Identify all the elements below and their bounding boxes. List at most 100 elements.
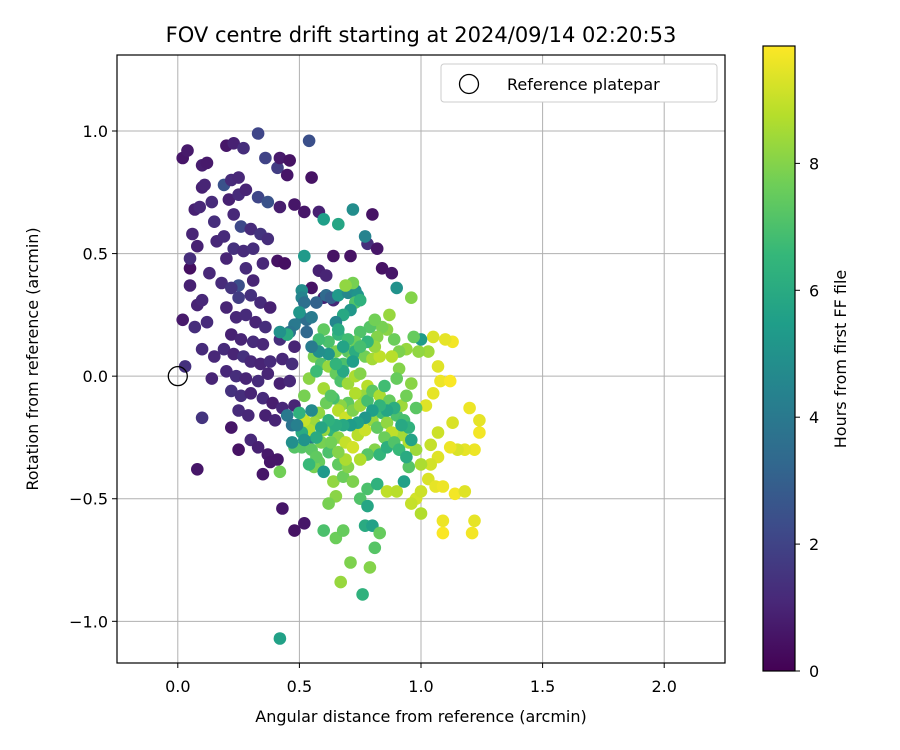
data-point-77 (370, 242, 384, 255)
data-point-9 (193, 200, 206, 214)
data-point-189 (468, 514, 481, 528)
data-point-276 (409, 401, 423, 415)
data-point-117 (273, 377, 287, 390)
data-point-120 (234, 389, 248, 403)
data-point-367 (322, 347, 335, 361)
data-point-47 (239, 183, 253, 197)
data-point-159 (336, 524, 350, 537)
data-point-288 (302, 458, 316, 471)
data-point-354 (332, 323, 345, 336)
data-point-247 (353, 367, 367, 381)
data-point-196 (414, 458, 428, 471)
data-point-29 (195, 411, 209, 425)
data-point-278 (378, 431, 391, 444)
data-point-35 (259, 151, 272, 165)
data-point-108 (254, 357, 267, 371)
data-point-38 (283, 154, 297, 167)
data-point-141 (273, 465, 287, 479)
reference-platepar-point (167, 366, 188, 387)
data-point-169 (356, 588, 369, 601)
data-point-34 (251, 127, 265, 140)
data-point-281 (353, 453, 367, 466)
data-point-304 (378, 379, 391, 393)
data-point-336 (293, 306, 306, 319)
data-point-195 (424, 458, 438, 471)
data-point-23 (176, 313, 189, 327)
data-point-109 (263, 355, 277, 368)
data-point-59 (237, 244, 250, 258)
data-point-32 (227, 137, 240, 150)
data-point-156 (322, 497, 335, 510)
data-point-39 (280, 168, 294, 182)
data-point-186 (436, 514, 450, 528)
data-point-205 (424, 438, 438, 452)
data-point-30 (191, 463, 204, 476)
data-point-76 (366, 208, 379, 221)
data-point-303 (373, 389, 387, 403)
data-point-14 (217, 230, 231, 243)
data-point-60 (246, 242, 260, 255)
data-point-217 (407, 330, 421, 344)
data-point-188 (465, 526, 479, 540)
data-point-71 (332, 217, 345, 231)
data-point-81 (385, 266, 399, 280)
data-point-167 (368, 541, 382, 555)
data-point-204 (431, 426, 445, 439)
data-point-183 (436, 480, 450, 493)
data-point-180 (405, 497, 418, 510)
data-point-173 (380, 485, 394, 498)
x-tick-label-0: 0.0 (165, 677, 190, 696)
data-point-347 (339, 279, 352, 292)
data-point-206 (419, 399, 433, 412)
data-point-111 (285, 357, 299, 371)
data-point-356 (336, 340, 350, 354)
data-point-268 (370, 421, 384, 434)
x-axis-ticks: 0.0 0.5 1.0 1.5 2.0 (165, 663, 677, 696)
data-point-53 (227, 208, 240, 221)
data-point-215 (412, 345, 425, 358)
data-point-88 (244, 289, 258, 302)
chart-title: FOV centre drift starting at 2024/09/14 … (166, 23, 677, 47)
data-point-136 (263, 455, 277, 469)
data-point-163 (361, 499, 374, 513)
data-point-97 (225, 328, 238, 341)
data-point-275 (405, 377, 418, 390)
colorbar-tick-label-4: 8 (809, 154, 819, 173)
data-point-222 (385, 350, 399, 363)
data-point-85 (246, 274, 260, 287)
data-point-185 (458, 485, 472, 498)
data-point-10 (205, 195, 219, 209)
data-point-207 (426, 387, 440, 400)
data-point-282 (346, 441, 360, 454)
data-point-335 (305, 311, 318, 324)
data-point-132 (251, 441, 265, 454)
data-point-44 (232, 171, 245, 184)
data-point-135 (232, 443, 245, 457)
data-point-166 (373, 526, 387, 540)
data-point-107 (244, 355, 258, 368)
data-point-95 (249, 315, 262, 329)
data-point-54 (234, 220, 248, 233)
data-point-343 (332, 289, 345, 302)
colorbar-frame (762, 45, 796, 672)
data-point-250 (349, 387, 362, 400)
data-point-92 (220, 301, 233, 314)
data-point-55 (244, 222, 258, 236)
data-point-142 (280, 409, 294, 422)
data-point-15 (220, 252, 233, 265)
data-point-138 (276, 502, 289, 515)
data-point-200 (473, 426, 486, 439)
data-point-137 (256, 467, 270, 481)
data-point-190 (468, 443, 481, 457)
data-point-122 (256, 391, 270, 405)
data-point-12 (186, 227, 199, 241)
data-point-187 (436, 526, 450, 540)
data-point-176 (402, 460, 416, 474)
data-point-129 (268, 414, 282, 427)
data-point-83 (405, 291, 418, 305)
data-point-7 (198, 178, 211, 192)
x-tick-label-2: 1.0 (408, 677, 433, 696)
data-point-126 (232, 404, 245, 417)
data-point-105 (227, 347, 240, 361)
data-point-19 (183, 279, 197, 292)
